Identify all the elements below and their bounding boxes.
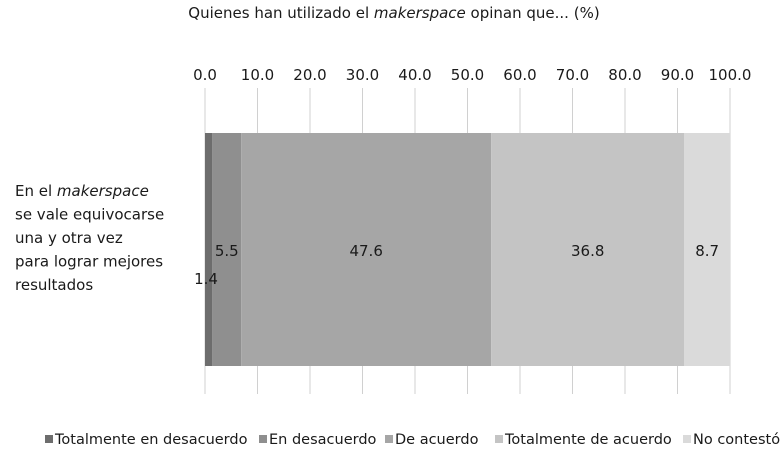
category-label-segment: una y otra vez [15,229,123,247]
legend-label: En desacuerdo [269,432,377,448]
data-label: 36.8 [571,242,604,260]
legend-item: No contestó [683,432,780,448]
legend-label: No contestó [693,432,780,448]
x-tick-label: 90.0 [661,66,694,84]
legend-label: Totalmente de acuerdo [504,432,672,448]
legend-swatch [495,435,503,443]
x-tick-label: 60.0 [503,66,536,84]
category-label-segment: se vale equivocarse [15,206,164,224]
data-labels: 1.4 5.5 47.6 36.8 8.7 [194,242,719,288]
bar-segment [491,133,685,366]
legend-item: En desacuerdo [259,432,377,448]
legend-label: De acuerdo [395,432,479,448]
bar-segment [241,133,492,366]
legend-item: De acuerdo [385,432,479,448]
legend-swatch [259,435,267,443]
category-label-segment: para lograr mejores [15,253,163,271]
bar-segment [684,133,730,366]
bar-segment [212,133,242,366]
legend-item: Totalmente en desacuerdo [45,432,248,448]
data-label: 47.6 [349,242,382,260]
category-label-text: En el makerspace se vale equivocarse una y… [15,182,164,294]
legend: Totalmente en desacuerdo En desacuerdo De … [45,432,780,448]
bar-segments [205,133,730,366]
category-label: En el makerspace se vale equivocarse una y… [15,182,164,294]
legend-swatch [683,435,691,443]
x-tick-label: 40.0 [398,66,431,84]
x-axis-ticks: 0.0 10.0 20.0 30.0 40.0 50.0 60.0 70.0 80.0 90.0 1… [193,66,751,84]
x-tick-label: 10.0 [241,66,274,84]
data-label: 5.5 [215,242,239,260]
category-label-segment: makerspace [57,182,149,200]
category-label-segment: En el [15,182,57,200]
x-tick-label: 0.0 [193,66,217,84]
data-label: 1.4 [194,270,218,288]
x-tick-label: 70.0 [556,66,589,84]
x-tick-label: 100.0 [709,66,752,84]
legend-label: Totalmente en desacuerdo [54,432,248,448]
x-tick-label: 50.0 [451,66,484,84]
legend-swatch [385,435,393,443]
category-label-segment: resultados [15,276,93,294]
legend-swatch [45,435,53,443]
chart-title: Quienes han utilizado el makerspace opin… [188,4,599,22]
bar-segment [205,133,213,366]
chart-title-prefix: Quienes han utilizado el [188,4,374,22]
x-tick-label: 80.0 [608,66,641,84]
chart-title-suffix: opinan que... (%) [466,4,600,22]
legend-item: Totalmente de acuerdo [495,432,672,448]
x-tick-label: 30.0 [346,66,379,84]
data-label: 8.7 [695,242,719,260]
x-tick-label: 20.0 [293,66,326,84]
chart-title-emphasis: makerspace [374,4,466,22]
